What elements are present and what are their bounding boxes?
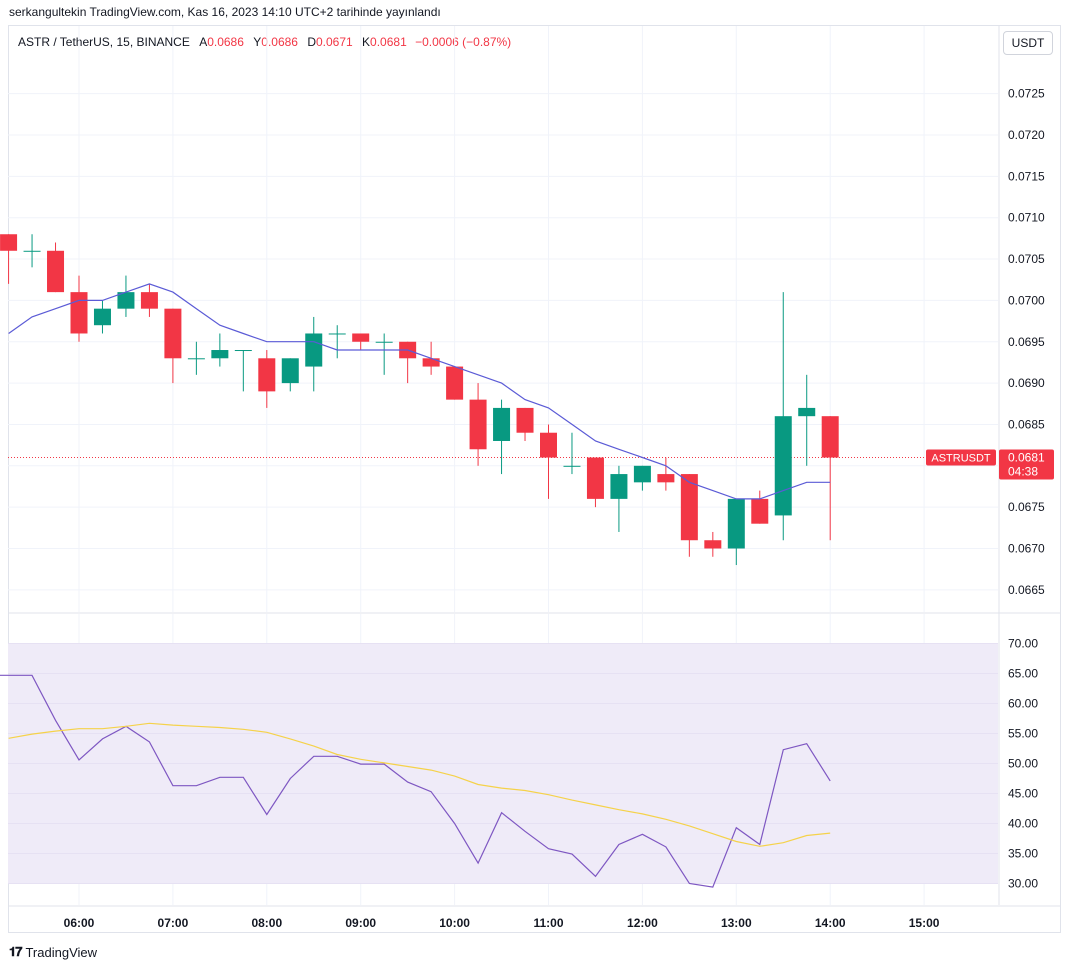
candle-body	[70, 292, 88, 334]
candle-body	[375, 341, 393, 343]
price-tag-value: 0.0681	[1008, 451, 1045, 465]
price-axis-label: 0.0715	[1008, 169, 1045, 183]
price-axis-label: 0.0720	[1008, 128, 1045, 142]
tradingview-brand[interactable]: 𝟏𝟕 TradingView	[9, 944, 97, 960]
rsi-axis-label: 45.00	[1008, 787, 1038, 801]
price-axis-label: 0.0665	[1008, 583, 1045, 597]
time-axis-label: 08:00	[251, 916, 282, 930]
change-value: −0.0006 (−0.87%)	[415, 35, 512, 49]
close-label: K	[362, 35, 371, 49]
candle-body	[657, 474, 675, 483]
candle-body	[586, 457, 604, 499]
time-axis-label: 10:00	[439, 916, 470, 930]
high-value: 0.0686	[261, 35, 298, 49]
candle-body	[258, 358, 276, 392]
rsi-ma-line	[8, 722, 831, 847]
time-axis-label: 14:00	[815, 916, 846, 930]
time-axis-label: 11:00	[533, 916, 563, 930]
candle-body	[563, 465, 581, 467]
candle-body	[23, 250, 41, 252]
time-axis-label: 15:00	[909, 916, 940, 930]
candle-body	[328, 333, 346, 335]
candle-body	[727, 498, 745, 549]
symbol-label[interactable]: ASTR / TetherUS, 15, BINANCE	[18, 35, 190, 49]
rsi-axis-label: 55.00	[1008, 727, 1038, 741]
ohlc-legend: ASTR / TetherUS, 15, BINANCE A0.0686 Y0.…	[18, 35, 511, 49]
candle-body	[422, 358, 440, 367]
tradingview-logo-icon: 𝟏𝟕	[9, 944, 23, 959]
price-tag-bg	[999, 449, 1054, 480]
candle-body	[704, 540, 722, 549]
candle-body	[540, 432, 557, 458]
candle-body	[187, 358, 205, 360]
candle-body	[140, 292, 158, 309]
price-axis-label: 0.0700	[1008, 293, 1045, 307]
candle-body	[211, 350, 229, 359]
high-label: Y	[253, 35, 262, 49]
open-value: 0.0686	[207, 35, 244, 49]
candle-body	[117, 292, 135, 309]
candle-body	[0, 234, 18, 251]
open-label: A	[199, 35, 208, 49]
candle-body	[47, 250, 65, 293]
time-axis-label: 09:00	[345, 916, 376, 930]
time-axis-label: 07:00	[158, 916, 189, 930]
candle-body	[281, 358, 299, 384]
price-axis-label: 0.0695	[1008, 335, 1045, 349]
symbol-tag-label: ASTRUSDT	[931, 453, 991, 465]
candle-body	[680, 474, 698, 541]
price-axis-label: 0.0710	[1008, 211, 1045, 225]
candle-body	[305, 333, 323, 367]
rsi-axis-label: 65.00	[1008, 667, 1038, 681]
symbol-tag-bg	[926, 449, 996, 466]
low-label: D	[307, 35, 316, 49]
currency-button[interactable]: USDT	[1003, 31, 1053, 55]
candle-body	[164, 308, 182, 359]
low-value: 0.0671	[315, 35, 353, 49]
moving-average-line	[8, 283, 831, 500]
candle-body	[234, 350, 252, 352]
price-axis-label: 0.0675	[1008, 500, 1045, 514]
rsi-line	[0, 674, 831, 888]
candle-body	[610, 474, 628, 499]
price-axis-label: 0.0670	[1008, 542, 1045, 556]
time-axis-label: 12:00	[627, 916, 658, 930]
candle-body	[93, 308, 111, 326]
rsi-axis-label: 30.00	[1008, 877, 1038, 891]
candle-body	[516, 407, 534, 433]
rsi-axis-label: 35.00	[1008, 847, 1038, 861]
price-axis-label: 0.0685	[1008, 417, 1045, 431]
close-value: 0.0681	[370, 35, 407, 49]
time-axis-label: 13:00	[721, 916, 752, 930]
candle-body	[493, 407, 511, 441]
candle-body	[821, 416, 839, 458]
candle-body	[352, 333, 370, 342]
candle-body	[798, 407, 816, 417]
candle-body	[469, 399, 487, 450]
price-tag-countdown: 04:38	[1008, 465, 1038, 479]
candle-body	[751, 498, 769, 524]
candle-body	[633, 465, 651, 483]
candle-body	[774, 416, 792, 516]
rsi-axis-label: 70.00	[1008, 637, 1038, 651]
time-axis-label: 06:00	[64, 916, 95, 930]
rsi-axis-label: 50.00	[1008, 757, 1038, 771]
price-axis-label: 0.0690	[1008, 376, 1045, 390]
brand-label: TradingView	[25, 944, 98, 960]
chart-frame	[8, 25, 1061, 933]
price-axis-label: 0.0725	[1008, 87, 1045, 101]
price-axis-label: 0.0705	[1008, 252, 1045, 266]
rsi-axis-label: 60.00	[1008, 697, 1038, 711]
rsi-axis-label: 40.00	[1008, 817, 1038, 831]
publish-info: serkangultekin TradingView.com, Kas 16, …	[9, 5, 441, 19]
candle-body	[446, 366, 464, 400]
